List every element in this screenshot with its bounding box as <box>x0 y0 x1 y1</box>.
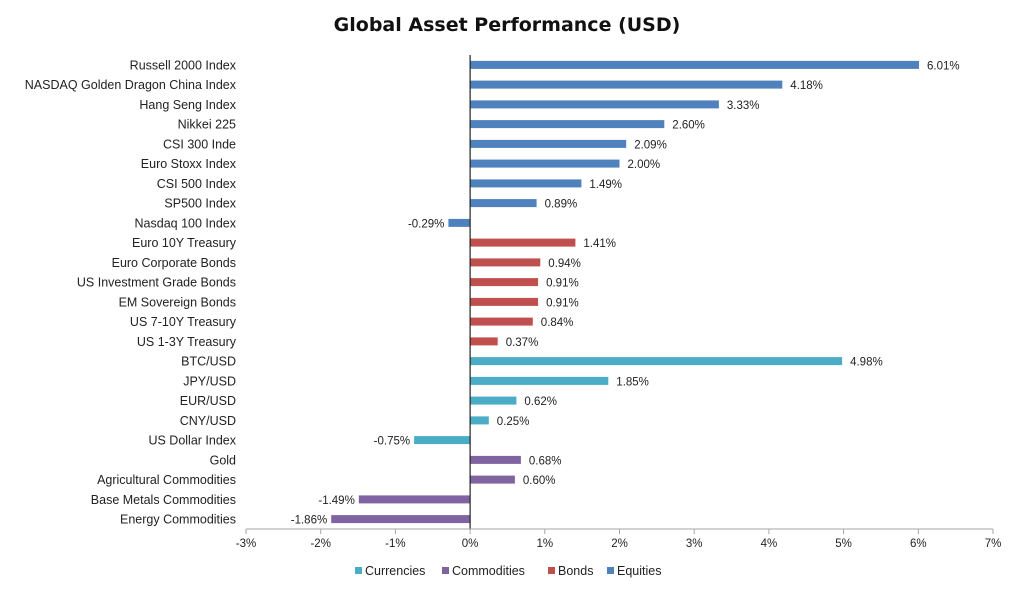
bar <box>358 495 471 504</box>
bar <box>470 455 521 464</box>
category-label: Hang Seng Index <box>139 98 236 112</box>
legend-label: Equities <box>617 564 661 578</box>
bar <box>470 120 665 129</box>
data-label: -0.29% <box>408 218 444 230</box>
data-label: 2.00% <box>628 159 661 171</box>
category-label: CSI 300 Inde <box>163 137 236 151</box>
bar <box>470 199 537 208</box>
data-label: 0.68% <box>529 455 562 467</box>
chart-title: Global Asset Performance (USD) <box>334 14 681 36</box>
category-label: US Dollar Index <box>148 434 236 448</box>
x-tick-label: 4% <box>761 538 778 550</box>
x-tick-label: 1% <box>536 538 553 550</box>
category-label: US 7-10Y Treasury <box>130 315 237 329</box>
legend: Currencies Commodities Bonds Equities <box>355 564 661 578</box>
legend-swatch <box>355 567 362 574</box>
bar <box>470 396 517 405</box>
category-label: Nikkei 225 <box>178 118 236 132</box>
data-label: 0.25% <box>497 416 530 428</box>
bar <box>470 357 843 366</box>
legend-label: Bonds <box>558 564 593 578</box>
data-label: -0.75% <box>374 436 410 448</box>
data-label: 4.18% <box>790 80 823 92</box>
category-label: BTC/USD <box>181 355 236 369</box>
category-label: EM Sovereign Bonds <box>119 295 236 309</box>
data-label: 2.09% <box>634 139 667 151</box>
category-label: CNY/USD <box>180 414 236 428</box>
x-tick-label: -3% <box>236 538 256 550</box>
category-label: Euro Stoxx Index <box>141 157 237 171</box>
bar <box>470 238 576 247</box>
x-tick-label: 2% <box>611 538 628 550</box>
legend-label: Currencies <box>365 564 425 578</box>
bar <box>470 278 539 287</box>
x-tick-label: 3% <box>686 538 703 550</box>
category-label: Nasdaq 100 Index <box>135 216 237 230</box>
category-label: Gold <box>210 453 236 467</box>
x-tick-label: 0% <box>462 538 479 550</box>
data-label: 0.89% <box>545 199 578 211</box>
category-label: SP500 Index <box>164 197 236 211</box>
x-tick-label: -2% <box>310 538 330 550</box>
bar <box>470 80 783 89</box>
category-label: Russell 2000 Index <box>130 58 237 72</box>
legend-swatch <box>548 567 555 574</box>
data-label: 0.91% <box>546 297 579 309</box>
bar <box>448 218 471 227</box>
data-label: 2.60% <box>672 120 705 132</box>
data-label: 0.62% <box>524 396 557 408</box>
x-tick-label: 6% <box>910 538 927 550</box>
plot-area: Russell 2000 Index 6.01% NASDAQ Golden Dra… <box>25 55 1002 550</box>
data-label: 0.94% <box>548 258 581 270</box>
category-label: NASDAQ Golden Dragon China Index <box>25 78 237 92</box>
x-tick-label: -1% <box>385 538 405 550</box>
bar <box>470 179 582 188</box>
data-label: 0.60% <box>523 475 556 487</box>
bar <box>470 416 489 425</box>
bar <box>470 258 541 267</box>
bar <box>470 376 609 385</box>
category-label: EUR/USD <box>180 394 236 408</box>
data-label: 6.01% <box>927 60 960 72</box>
data-label: 3.33% <box>727 100 760 112</box>
data-label: 4.98% <box>850 357 883 369</box>
bar <box>470 60 919 69</box>
bar <box>470 317 533 326</box>
bar <box>470 337 498 346</box>
legend-label: Commodities <box>452 564 525 578</box>
category-label: US 1-3Y Treasury <box>137 335 237 349</box>
bar <box>470 100 719 109</box>
bar <box>470 159 620 168</box>
category-label: JPY/USD <box>183 374 236 388</box>
data-label: 1.49% <box>589 179 622 191</box>
data-label: 0.37% <box>506 337 539 349</box>
data-label: 0.91% <box>546 278 579 290</box>
category-label: Energy Commodities <box>120 513 236 527</box>
category-label: Euro Corporate Bonds <box>112 256 236 270</box>
x-tick-label: 5% <box>835 538 852 550</box>
category-label: CSI 500 Index <box>157 177 237 191</box>
data-label: 0.84% <box>541 317 574 329</box>
category-label: Base Metals Commodities <box>91 493 236 507</box>
data-label: 1.41% <box>583 238 616 250</box>
legend-swatch <box>442 567 449 574</box>
bar <box>470 297 539 306</box>
data-label: 1.85% <box>616 376 649 388</box>
bar <box>331 515 471 524</box>
bar <box>470 139 627 148</box>
category-label: Agricultural Commodities <box>97 473 236 487</box>
data-label: -1.86% <box>291 515 327 527</box>
bar <box>414 436 471 445</box>
category-label: Euro 10Y Treasury <box>132 236 237 250</box>
category-label: US Investment Grade Bonds <box>77 276 236 290</box>
x-tick-label: 7% <box>985 538 1002 550</box>
legend-swatch <box>607 567 614 574</box>
data-label: -1.49% <box>318 495 354 507</box>
bar <box>470 475 515 484</box>
